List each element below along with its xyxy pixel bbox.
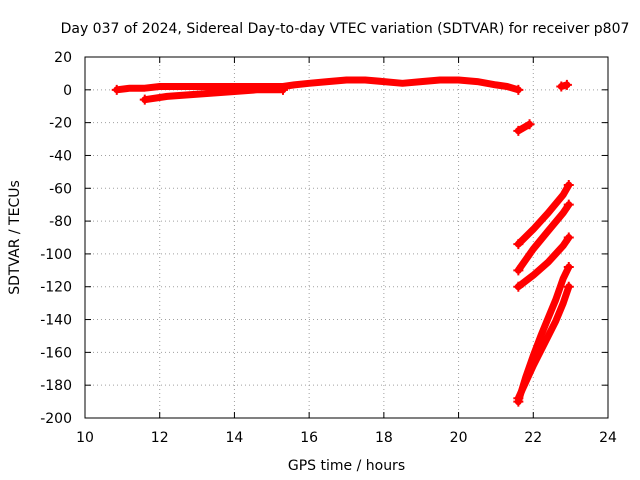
data-point-marker: [513, 281, 524, 292]
data-point-marker: [563, 232, 574, 243]
y-tick-label: -60: [49, 181, 72, 197]
data-point-marker: [513, 265, 524, 276]
y-tick-label: -40: [49, 148, 72, 164]
y-tick-label: -160: [40, 345, 72, 361]
x-tick-label: 12: [151, 430, 169, 446]
y-tick-label: -120: [40, 280, 72, 296]
y-tick-label: -100: [40, 247, 72, 263]
data-point-marker: [563, 262, 574, 273]
data-point-marker: [563, 179, 574, 190]
data-series-band: [514, 181, 573, 248]
data-point-marker: [561, 79, 572, 90]
data-point-marker: [513, 393, 524, 404]
y-tick-label: 0: [63, 83, 72, 99]
grid-lines: [85, 57, 608, 418]
data-series-band: [113, 76, 522, 94]
data-series-band: [514, 201, 573, 274]
data-series-band: [141, 86, 287, 104]
x-tick-label: 22: [524, 430, 542, 446]
data-point-marker: [277, 84, 288, 95]
x-tick-label: 24: [599, 430, 617, 446]
data-point-marker: [556, 81, 567, 92]
data-point-marker: [111, 84, 122, 95]
y-axis-label: SDTVAR / TECUs: [7, 180, 23, 295]
data-points: [111, 76, 574, 407]
axis-ticks: 10 12 14 16 18 20 22 24 20 0 -20 -40 -60 -80 -100 -120 -…: [40, 50, 617, 446]
x-tick-label: 20: [450, 430, 468, 446]
data-point-marker: [513, 125, 524, 136]
data-series-band: [514, 283, 573, 402]
data-point-marker: [563, 199, 574, 210]
plot-frame: [84, 56, 609, 419]
x-tick-label: 18: [375, 430, 393, 446]
y-tick-label: -80: [49, 214, 72, 230]
y-tick-label: -180: [40, 378, 72, 394]
chart-title: Day 037 of 2024, Sidereal Day-to-day VTE…: [61, 21, 630, 37]
x-tick-label: 14: [226, 430, 244, 446]
data-point-marker: [524, 119, 535, 130]
x-tick-label: 10: [76, 430, 94, 446]
data-series-band: [514, 120, 533, 135]
y-tick-label: -20: [49, 116, 72, 132]
data-point-marker: [513, 84, 524, 95]
data-point-marker: [139, 94, 150, 105]
data-point-marker: [563, 281, 574, 292]
y-tick-label: -200: [40, 411, 72, 427]
data-series-band: [514, 234, 573, 291]
x-tick-label: 16: [300, 430, 318, 446]
data-point-marker: [513, 239, 524, 250]
x-axis-label: GPS time / hours: [288, 458, 405, 474]
y-tick-label: -140: [40, 313, 72, 329]
y-tick-label: 20: [54, 50, 72, 66]
